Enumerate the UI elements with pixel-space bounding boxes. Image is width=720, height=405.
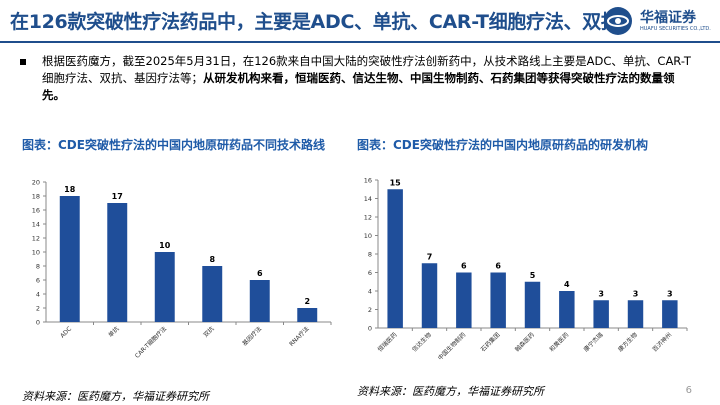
bar (421, 263, 438, 328)
y-tick-label: 20 (32, 179, 40, 187)
y-tick-label: 4 (368, 288, 372, 296)
y-tick-label: 10 (32, 249, 40, 257)
chart-title-right: 图表：CDE突破性疗法的中国内地原研药品的研发机构 (357, 138, 648, 152)
bar (154, 252, 175, 322)
category-label: 基因疗法 (241, 325, 264, 348)
data-label: 3 (667, 289, 673, 298)
category-label: 双抗 (202, 325, 216, 339)
data-label: 2 (304, 297, 310, 306)
data-label: 6 (495, 262, 501, 271)
data-label: 8 (209, 255, 215, 264)
chart-rd-institutions: 0 2 4 6 8 10 12 14 16 15 恒瑞医药 7 信达生物 6 中国生物制药 6 石药集团 5 翰森医… (364, 177, 688, 362)
chart-title-left: 图表：CDE突破性疗法的中国内地原研药品不同技术路线 (22, 138, 325, 152)
y-tick-label: 16 (364, 177, 372, 185)
bar (297, 308, 318, 322)
y-tick-label: 16 (32, 207, 40, 215)
category-label: 单抗 (107, 325, 121, 339)
bullet-square-icon (20, 59, 26, 65)
data-label: 10 (159, 241, 171, 250)
bar (627, 300, 644, 328)
category-label: 和黄医药 (548, 331, 571, 354)
page-number: 6 (685, 385, 692, 396)
data-label: 15 (390, 178, 402, 187)
y-tick-label: 0 (36, 319, 40, 327)
category-label: 康方生物 (616, 331, 639, 354)
company-logo: 华福证券 HUAFU SECURITIES CO.,LTD. (602, 5, 711, 37)
bar (202, 266, 223, 322)
category-label: CAR-T细胞疗法 (133, 325, 168, 360)
summary-paragraph: 根据医药魔方，截至2025年5月31日，在126款来自中国大陆的突破性疗法创新药… (42, 53, 692, 104)
bar (107, 203, 128, 322)
logo-name: 华福证券 (640, 10, 696, 26)
y-tick-label: 12 (32, 235, 40, 243)
y-tick-label: 2 (368, 306, 372, 314)
bar (524, 281, 541, 328)
y-tick-label: 6 (368, 269, 372, 277)
y-tick-label: 0 (368, 325, 372, 333)
logo-subtitle: HUAFU SECURITIES CO.,LTD. (640, 26, 711, 32)
data-label: 7 (427, 252, 433, 261)
data-label: 4 (564, 280, 570, 289)
source-note-left: 资料来源：医药魔方，华福证券研究所 (22, 390, 209, 403)
data-label: 3 (633, 289, 639, 298)
category-label: 翰森医药 (513, 331, 536, 354)
y-tick-label: 4 (36, 291, 40, 299)
data-label: 5 (530, 271, 536, 280)
bar (249, 280, 270, 322)
category-label: 百济神州 (651, 331, 674, 354)
header-divider (0, 41, 720, 43)
y-tick-label: 14 (32, 221, 40, 229)
category-label: 康宁杰瑞 (582, 331, 605, 354)
y-tick-label: 8 (368, 251, 372, 259)
bar (593, 300, 609, 328)
y-tick-label: 12 (364, 214, 372, 222)
y-tick-label: 8 (36, 263, 40, 271)
bar (559, 291, 575, 328)
bar (59, 196, 80, 322)
data-label: 6 (461, 262, 467, 271)
data-label: 6 (257, 269, 263, 278)
page-title: 在126款突破性疗法药品中，主要是ADC、单抗、CAR-T细胞疗法、双抗 (10, 11, 620, 33)
category-label: 信达生物 (410, 331, 433, 354)
category-label: RNA疗法 (287, 325, 310, 348)
category-label: 中国生物制药 (436, 331, 467, 362)
bar (456, 272, 472, 328)
chart-tech-routes: 0 2 4 6 8 10 12 14 16 18 20 18 ADC 17 单抗 10 CAR-T细胞疗法 8 双抗… (32, 179, 332, 360)
bar (387, 189, 403, 328)
data-label: 3 (598, 289, 604, 298)
y-tick-label: 10 (364, 232, 372, 240)
data-label: 17 (112, 192, 123, 201)
summary-plain-text: 根据医药魔方，截至2025年5月31日，在126款来自中国大陆的突破性疗法创新药… (42, 54, 691, 85)
bar (490, 272, 506, 328)
bar (662, 300, 678, 328)
category-label: 恒瑞医药 (376, 331, 399, 354)
category-label: 石药集团 (479, 331, 502, 354)
huafu-logo-icon (604, 7, 632, 35)
category-label: ADC (59, 325, 73, 339)
summary-bold-text: 从研发机构来看，恒瑞医药、信达生物、中国生物制药、石药集团等获得突破性疗法的数量… (42, 71, 675, 102)
y-tick-label: 2 (36, 305, 40, 313)
data-label: 18 (64, 185, 76, 194)
y-tick-label: 18 (32, 193, 40, 201)
y-tick-label: 6 (36, 277, 40, 285)
y-tick-label: 14 (364, 195, 372, 203)
source-note-right: 资料来源：医药魔方，华福证券研究所 (357, 385, 544, 398)
